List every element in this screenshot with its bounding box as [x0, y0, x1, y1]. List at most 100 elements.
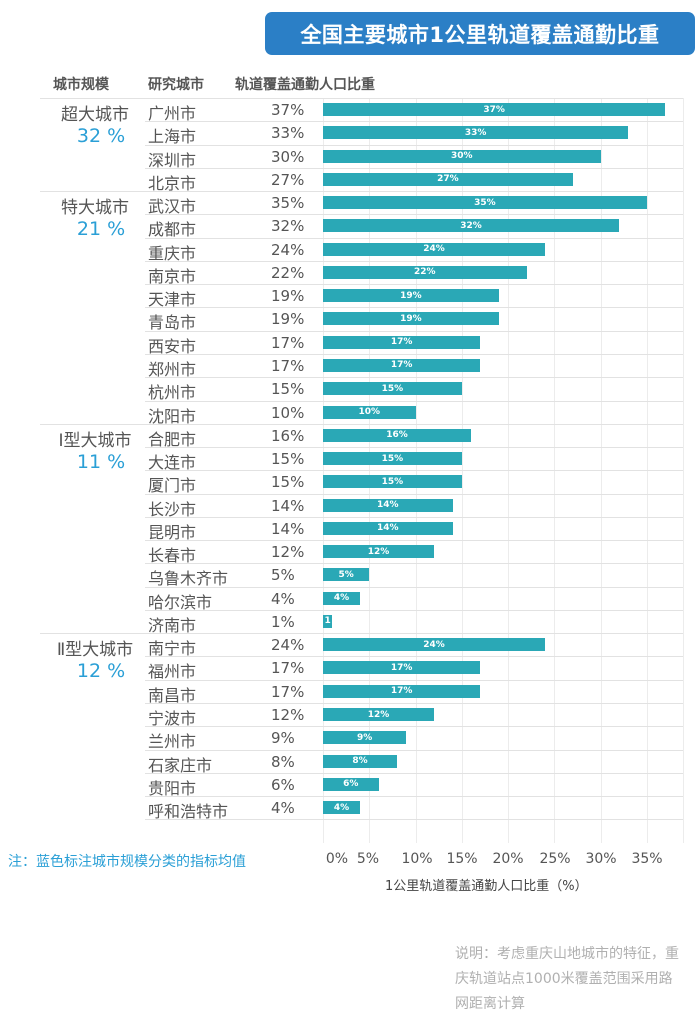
x-tick-label: 10%	[401, 851, 433, 867]
value-label: 17%	[271, 356, 305, 375]
bar: 10%	[323, 405, 416, 419]
city-name: 宁波市	[148, 709, 197, 729]
city-name: 杭州市	[148, 383, 197, 403]
group-separator	[40, 98, 683, 99]
city-name: 南昌市	[148, 685, 197, 705]
row-separator	[145, 796, 683, 798]
city-name: 合肥市	[148, 429, 197, 449]
row-separator	[145, 144, 683, 146]
value-label: 35%	[271, 194, 305, 213]
group-average: 11 %	[76, 450, 126, 473]
bar: 16%	[323, 428, 471, 442]
bar: 8%	[323, 754, 397, 768]
group-average: 12 %	[76, 660, 126, 683]
row-separator	[145, 703, 683, 705]
row-separator	[145, 493, 683, 495]
bar: 4%	[323, 801, 360, 815]
x-tick-label: 15%	[446, 851, 478, 867]
group-name: Ⅱ型大城市	[56, 640, 134, 661]
group-name: 特大城市	[61, 198, 129, 219]
value-label: 5%	[271, 566, 295, 585]
value-label: 30%	[271, 147, 305, 166]
value-label: 12%	[271, 706, 305, 725]
row-separator	[145, 656, 683, 658]
row-separator	[145, 377, 683, 379]
x-tick-label: 35%	[631, 851, 663, 867]
city-name: 贵阳市	[148, 778, 197, 798]
group-name: Ⅰ型大城市	[58, 430, 132, 451]
value-label: 14%	[271, 496, 305, 515]
bar: 15%	[323, 452, 462, 466]
bar: 5%	[323, 568, 370, 582]
row-separator	[145, 330, 683, 332]
row-separator	[145, 772, 683, 774]
bar: 14%	[323, 521, 453, 535]
value-label: 33%	[271, 124, 305, 143]
city-name: 福州市	[148, 662, 197, 682]
bar: 6%	[323, 777, 379, 791]
bar: 22%	[323, 265, 527, 279]
value-label: 22%	[271, 263, 305, 282]
bar: 4%	[323, 591, 360, 605]
bar: 17%	[323, 335, 481, 349]
row-separator	[145, 400, 683, 402]
city-name: 武汉市	[148, 197, 197, 217]
axis-bottom	[145, 819, 683, 821]
value-label: 17%	[271, 682, 305, 701]
bar: 12%	[323, 708, 434, 722]
value-label: 4%	[271, 799, 295, 818]
city-name: 沈阳市	[148, 406, 197, 426]
x-tick-label: 0%	[325, 851, 349, 867]
city-name: 哈尔滨市	[148, 592, 213, 612]
bar: 27%	[323, 172, 573, 186]
city-name: 厦门市	[148, 476, 197, 496]
row-separator	[145, 516, 683, 518]
bar: 9%	[323, 731, 407, 745]
value-label: 15%	[271, 450, 305, 469]
header-city: 研究城市	[148, 77, 204, 93]
x-tick-label: 25%	[539, 851, 571, 867]
city-name: 深圳市	[148, 150, 197, 170]
city-name: 南宁市	[148, 639, 197, 659]
value-label: 24%	[271, 240, 305, 259]
city-name: 长春市	[148, 546, 197, 566]
city-name: 乌鲁木齐市	[148, 569, 229, 589]
value-label: 9%	[271, 729, 295, 748]
value-label: 17%	[271, 333, 305, 352]
group-average: 21 %	[76, 218, 126, 241]
bar: 17%	[323, 358, 481, 372]
bar: 32%	[323, 219, 619, 233]
explanation: 说明：考虑重庆山地城市的特征，重庆轨道站点1000米覆盖范围采用路网距离计算	[455, 946, 679, 1012]
x-tick-label: 20%	[492, 851, 524, 867]
bar: 19%	[323, 289, 499, 303]
row-separator	[145, 214, 683, 216]
value-label: 27%	[271, 170, 305, 189]
city-name: 北京市	[148, 173, 197, 193]
row-separator	[145, 307, 683, 309]
city-name: 昆明市	[148, 522, 197, 542]
city-name: 郑州市	[148, 359, 197, 379]
row-separator	[145, 447, 683, 449]
city-name: 天津市	[148, 290, 197, 310]
grid-line	[683, 98, 684, 843]
header-ratio: 轨道覆盖通勤人口比重	[235, 77, 375, 93]
city-name: 济南市	[148, 615, 197, 635]
x-axis-label: 1公里轨道覆盖通勤人口比重（%）	[385, 879, 588, 894]
value-label: 32%	[271, 217, 305, 236]
row-separator	[145, 726, 683, 728]
value-label: 17%	[271, 659, 305, 678]
row-separator	[145, 540, 683, 542]
value-label: 15%	[271, 473, 305, 492]
x-tick-label: 30%	[585, 851, 617, 867]
row-separator	[145, 260, 683, 262]
value-label: 19%	[271, 287, 305, 306]
group-name: 超大城市	[61, 105, 129, 125]
city-name: 兰州市	[148, 732, 197, 752]
city-name: 重庆市	[148, 243, 197, 263]
group-average: 32 %	[76, 125, 126, 147]
bar: 37%	[323, 103, 666, 116]
value-label: 12%	[271, 543, 305, 562]
row-separator	[145, 609, 683, 611]
row-separator	[145, 121, 683, 123]
